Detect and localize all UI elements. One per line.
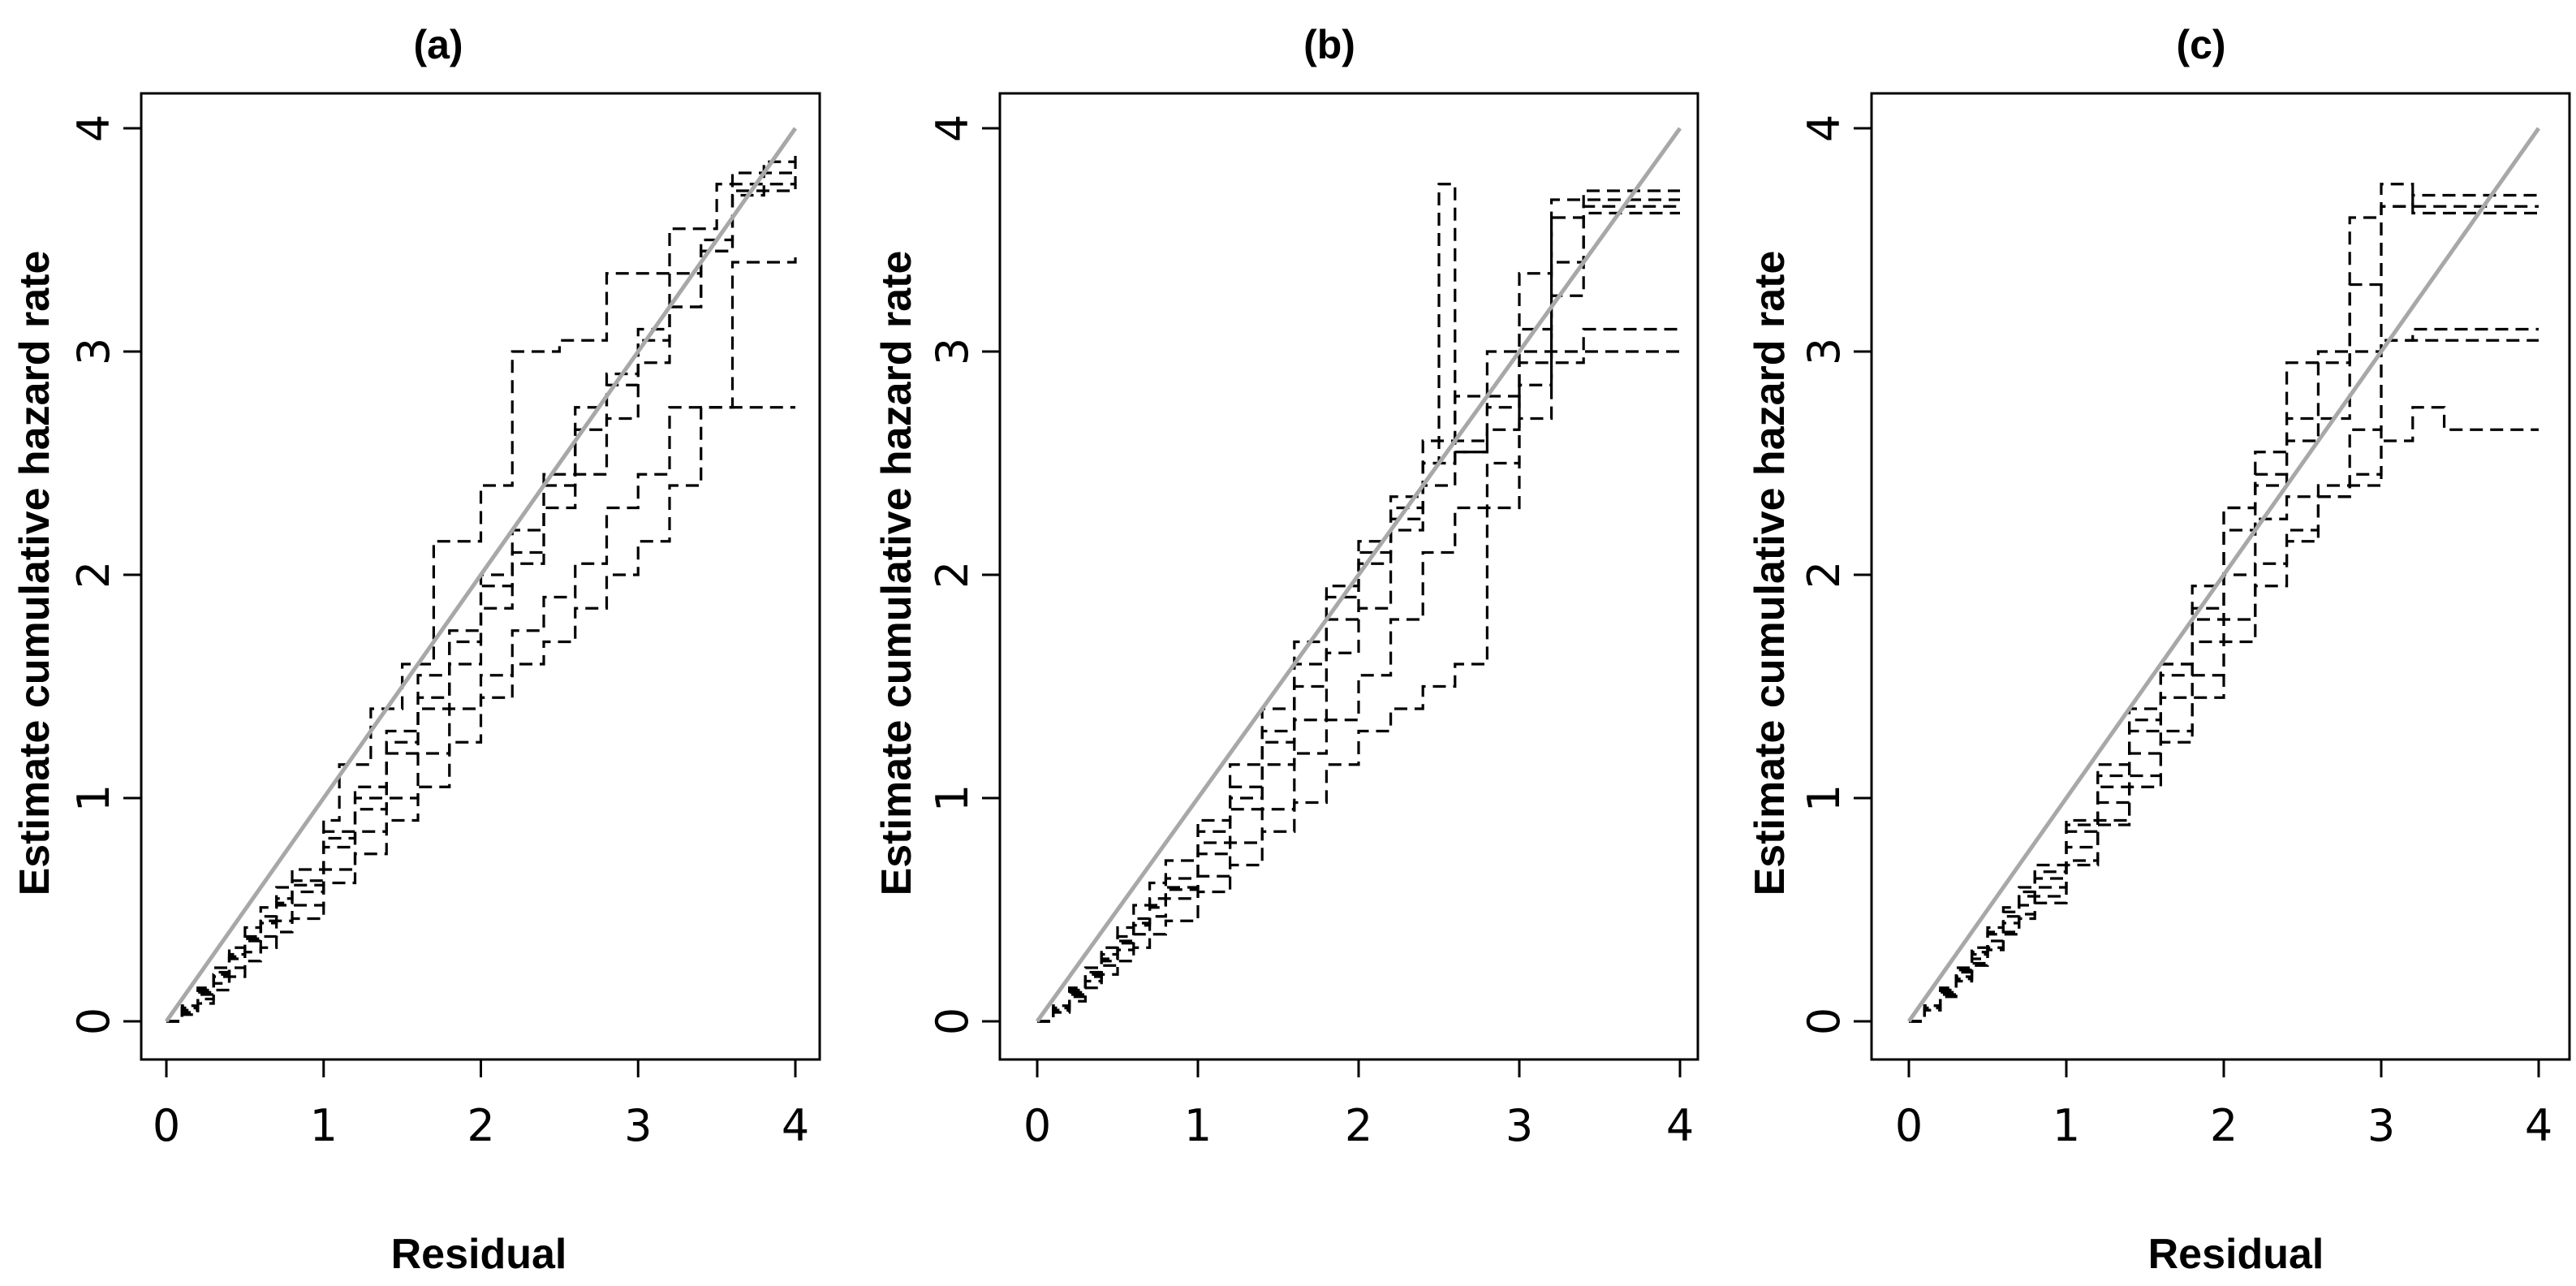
panel-a-xtick-label: 0 xyxy=(153,1100,180,1151)
panel-b-series-2 xyxy=(1037,327,1680,1023)
panel-a-ytick-label: 4 xyxy=(68,114,119,142)
panel-c-ytick-label: 4 xyxy=(1798,114,1850,142)
panel-b-series-4 xyxy=(1037,189,1680,1023)
panel-c-xtick-label: 4 xyxy=(2525,1100,2552,1151)
panel-a-ylabel: Estimate cumulative hazard rate xyxy=(11,251,58,896)
panel-c-xtick-label: 1 xyxy=(2053,1100,2080,1151)
panel-b-ylabel: Estimate cumulative hazard rate xyxy=(873,251,920,896)
panel-b-xtick-label: 3 xyxy=(1506,1100,1533,1151)
panel-a-ytick-label: 3 xyxy=(68,338,119,365)
panel-c-plot-area xyxy=(1870,92,2571,1061)
panel-a-series-5 xyxy=(166,251,797,1023)
panel-a-plot-area xyxy=(140,92,821,1061)
panel-a-xtick-label: 1 xyxy=(310,1100,338,1151)
panel-b-ytick-label: 3 xyxy=(927,338,978,365)
panel-c-xtick-label: 0 xyxy=(1895,1100,1923,1151)
panel-c-xtick-label: 3 xyxy=(2367,1100,2395,1151)
panel-b-ytick-label: 4 xyxy=(927,114,978,142)
panel-b-xtick-label: 1 xyxy=(1184,1100,1212,1151)
panel-c-reference-line xyxy=(1906,127,2541,1023)
panel-c-xtick-label: 2 xyxy=(2210,1100,2238,1151)
panel-c-series-layer xyxy=(1909,183,2539,1023)
panel-a-xlabel: Residual xyxy=(391,1231,567,1278)
panel-c-xlabel: Residual xyxy=(2148,1231,2324,1278)
panel-c-ylabel: Estimate cumulative hazard rate xyxy=(1747,251,1794,896)
panel-a: (a) Residual Estimate cumulative hazard … xyxy=(11,22,821,1278)
panel-c: (c) Residual Estimate cumulative hazard … xyxy=(1747,22,2571,1278)
panel-b-reference-line xyxy=(1035,127,1682,1023)
panel-b-ytick-label: 2 xyxy=(927,561,978,589)
panel-c-series-1 xyxy=(1909,193,2539,1023)
panel-b-plot-area xyxy=(998,92,1699,1061)
panel-c-ytick-label: 2 xyxy=(1798,561,1850,589)
panel-a-ytick-label: 0 xyxy=(68,1008,119,1035)
panel-b-series-layer xyxy=(1037,183,1680,1023)
panel-b-xtick-label: 2 xyxy=(1345,1100,1372,1151)
panel-c-ytick-label: 0 xyxy=(1798,1008,1850,1035)
panel-a-series-1 xyxy=(166,173,797,1023)
panel-c-ytick-label: 3 xyxy=(1798,338,1850,365)
panel-b-series-5 xyxy=(1037,211,1680,1023)
panel-b-ytick-label: 0 xyxy=(927,1008,978,1035)
panel-c-series-6 xyxy=(1909,183,2539,1023)
panel-c-frame xyxy=(1870,92,2571,1061)
panel-a-xtick-label: 4 xyxy=(782,1100,809,1151)
panel-c-series-3 xyxy=(1909,327,2539,1023)
panel-a-frame xyxy=(140,92,821,1061)
panel-c-ytick-label: 1 xyxy=(1798,784,1850,812)
panel-a-ytick-label: 2 xyxy=(68,561,119,589)
panel-a-ticks: 0 1 2 3 4 0 1 2 3 4 xyxy=(68,114,809,1151)
panel-b-series-3 xyxy=(1037,350,1680,1023)
panel-a-ytick-label: 1 xyxy=(68,784,119,812)
panel-b-series-6 xyxy=(1037,183,1680,1023)
panel-b-xtick-label: 4 xyxy=(1666,1100,1694,1151)
panel-a-title: (a) xyxy=(413,22,463,67)
panel-b-ticks: 0 1 2 3 4 0 1 2 3 4 xyxy=(927,114,1694,1151)
panel-c-title: (c) xyxy=(2176,22,2225,67)
panel-c-series-4 xyxy=(1909,205,2539,1023)
panel-a-series-6 xyxy=(166,162,797,1023)
panel-b: (b) Estimate cumulative hazard rate 0 1 2 3… xyxy=(873,22,1699,1151)
panel-a-reference-line xyxy=(164,127,798,1023)
panel-b-xtick-label: 0 xyxy=(1023,1100,1051,1151)
panel-b-title: (b) xyxy=(1303,22,1355,67)
panel-b-frame xyxy=(998,92,1699,1061)
panel-c-ticks: 0 1 2 3 4 0 1 2 3 4 xyxy=(1798,114,2552,1151)
panel-b-ytick-label: 1 xyxy=(927,784,978,812)
panel-a-xtick-label: 2 xyxy=(467,1100,494,1151)
panel-a-xtick-label: 3 xyxy=(624,1100,652,1151)
